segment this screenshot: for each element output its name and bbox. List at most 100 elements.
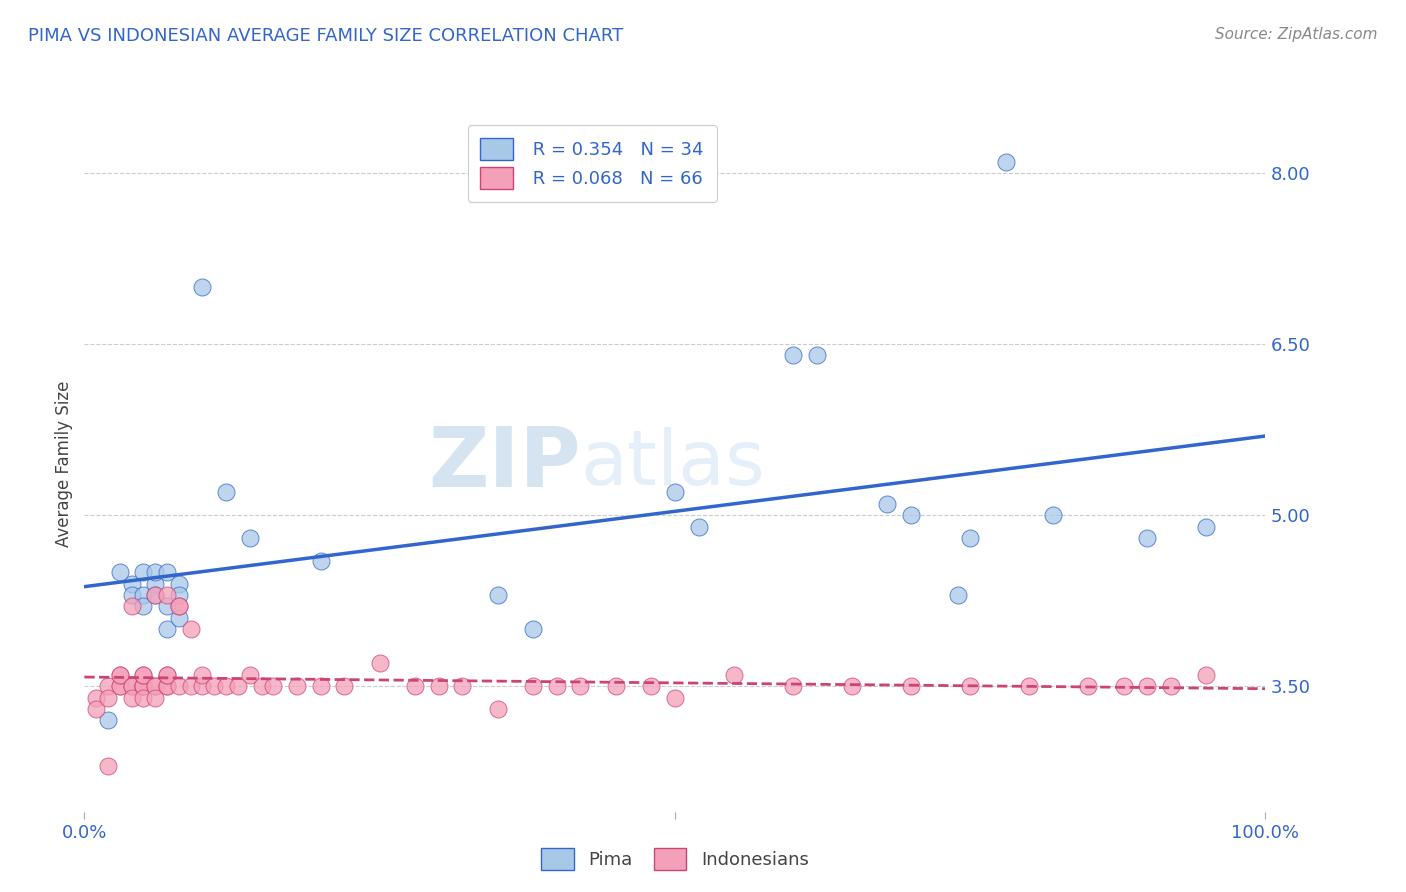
- Legend: Pima, Indonesians: Pima, Indonesians: [531, 839, 818, 880]
- Point: [1112, 679, 1135, 693]
- Point: [226, 679, 249, 693]
- Point: [156, 599, 179, 614]
- Point: [143, 588, 166, 602]
- Point: [156, 679, 179, 693]
- Point: [121, 588, 143, 602]
- Point: [285, 679, 308, 693]
- Point: [522, 679, 544, 693]
- Text: ZIP: ZIP: [427, 424, 581, 504]
- Point: [451, 679, 474, 693]
- Point: [605, 679, 627, 693]
- Point: [121, 599, 143, 614]
- Point: [156, 565, 179, 579]
- Point: [1195, 668, 1218, 682]
- Point: [427, 679, 450, 693]
- Point: [84, 702, 107, 716]
- Point: [156, 588, 179, 602]
- Point: [309, 554, 332, 568]
- Point: [167, 576, 190, 591]
- Point: [959, 679, 981, 693]
- Point: [167, 679, 190, 693]
- Y-axis label: Average Family Size: Average Family Size: [55, 381, 73, 547]
- Point: [1136, 679, 1159, 693]
- Point: [239, 531, 262, 545]
- Point: [900, 508, 922, 523]
- Point: [156, 679, 179, 693]
- Point: [333, 679, 356, 693]
- Point: [84, 690, 107, 705]
- Point: [202, 679, 225, 693]
- Point: [97, 714, 120, 728]
- Point: [132, 599, 155, 614]
- Point: [143, 576, 166, 591]
- Point: [1042, 508, 1064, 523]
- Point: [121, 679, 143, 693]
- Point: [841, 679, 863, 693]
- Point: [132, 679, 155, 693]
- Point: [664, 690, 686, 705]
- Point: [108, 679, 131, 693]
- Point: [1018, 679, 1040, 693]
- Point: [546, 679, 568, 693]
- Point: [486, 588, 509, 602]
- Point: [132, 588, 155, 602]
- Point: [121, 690, 143, 705]
- Point: [156, 668, 179, 682]
- Point: [250, 679, 273, 693]
- Point: [143, 679, 166, 693]
- Point: [132, 690, 155, 705]
- Point: [1136, 531, 1159, 545]
- Point: [132, 679, 155, 693]
- Point: [167, 599, 190, 614]
- Point: [97, 759, 120, 773]
- Point: [143, 679, 166, 693]
- Point: [132, 668, 155, 682]
- Point: [309, 679, 332, 693]
- Point: [132, 668, 155, 682]
- Point: [1077, 679, 1099, 693]
- Point: [723, 668, 745, 682]
- Point: [167, 588, 190, 602]
- Point: [156, 668, 179, 682]
- Point: [262, 679, 284, 693]
- Point: [959, 531, 981, 545]
- Point: [180, 622, 202, 636]
- Point: [108, 565, 131, 579]
- Point: [97, 679, 120, 693]
- Point: [215, 679, 238, 693]
- Point: [191, 679, 214, 693]
- Point: [191, 280, 214, 294]
- Point: [167, 599, 190, 614]
- Point: [994, 154, 1017, 169]
- Point: [782, 349, 804, 363]
- Point: [108, 668, 131, 682]
- Text: Source: ZipAtlas.com: Source: ZipAtlas.com: [1215, 27, 1378, 42]
- Point: [522, 622, 544, 636]
- Point: [948, 588, 970, 602]
- Point: [108, 679, 131, 693]
- Point: [664, 485, 686, 500]
- Point: [1160, 679, 1182, 693]
- Point: [121, 679, 143, 693]
- Text: PIMA VS INDONESIAN AVERAGE FAMILY SIZE CORRELATION CHART: PIMA VS INDONESIAN AVERAGE FAMILY SIZE C…: [28, 27, 623, 45]
- Point: [404, 679, 426, 693]
- Point: [108, 668, 131, 682]
- Point: [156, 622, 179, 636]
- Point: [1195, 519, 1218, 533]
- Point: [121, 576, 143, 591]
- Point: [806, 349, 828, 363]
- Point: [688, 519, 710, 533]
- Point: [215, 485, 238, 500]
- Text: atlas: atlas: [581, 427, 765, 500]
- Point: [143, 690, 166, 705]
- Point: [191, 668, 214, 682]
- Point: [180, 679, 202, 693]
- Point: [640, 679, 662, 693]
- Point: [368, 657, 391, 671]
- Point: [782, 679, 804, 693]
- Point: [143, 565, 166, 579]
- Point: [143, 588, 166, 602]
- Point: [167, 611, 190, 625]
- Point: [132, 565, 155, 579]
- Point: [876, 497, 898, 511]
